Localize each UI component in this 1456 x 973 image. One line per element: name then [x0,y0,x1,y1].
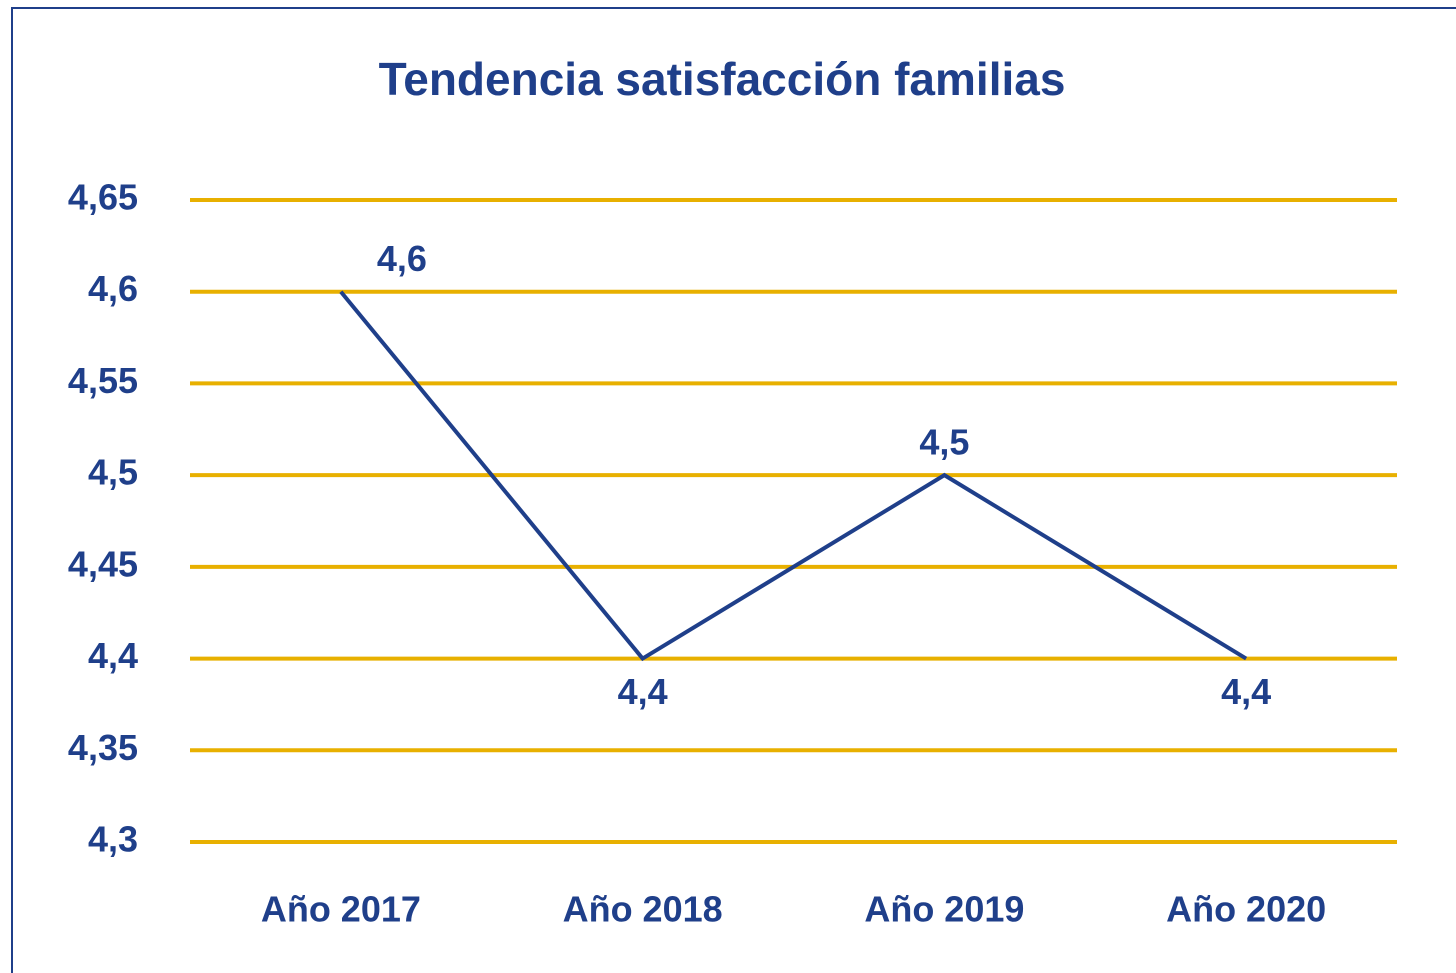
x-tick-label: Año 2018 [563,889,723,930]
x-tick-label: Año 2020 [1166,889,1326,930]
data-label: 4,5 [919,422,969,463]
y-tick-label: 4,4 [88,635,138,676]
data-label: 4,4 [618,671,668,712]
frame [11,7,1456,973]
x-tick-label: Año 2019 [864,889,1024,930]
data-label: 4,6 [377,238,427,279]
chart-title: Tendencia satisfacción familias [379,53,1066,105]
y-tick-label: 4,5 [88,452,138,493]
line [339,290,1248,662]
y-tick-label: 4,3 [88,819,138,860]
data-label: 4,4 [1221,671,1271,712]
y-tick-label: 4,45 [68,543,138,584]
x-tick-label: Año 2017 [261,889,421,930]
y-tick-label: 4,6 [88,268,138,309]
y-tick-label: 4,35 [68,727,138,768]
y-tick-label: 4,55 [68,360,138,401]
y-tick-label: 4,65 [68,177,138,218]
